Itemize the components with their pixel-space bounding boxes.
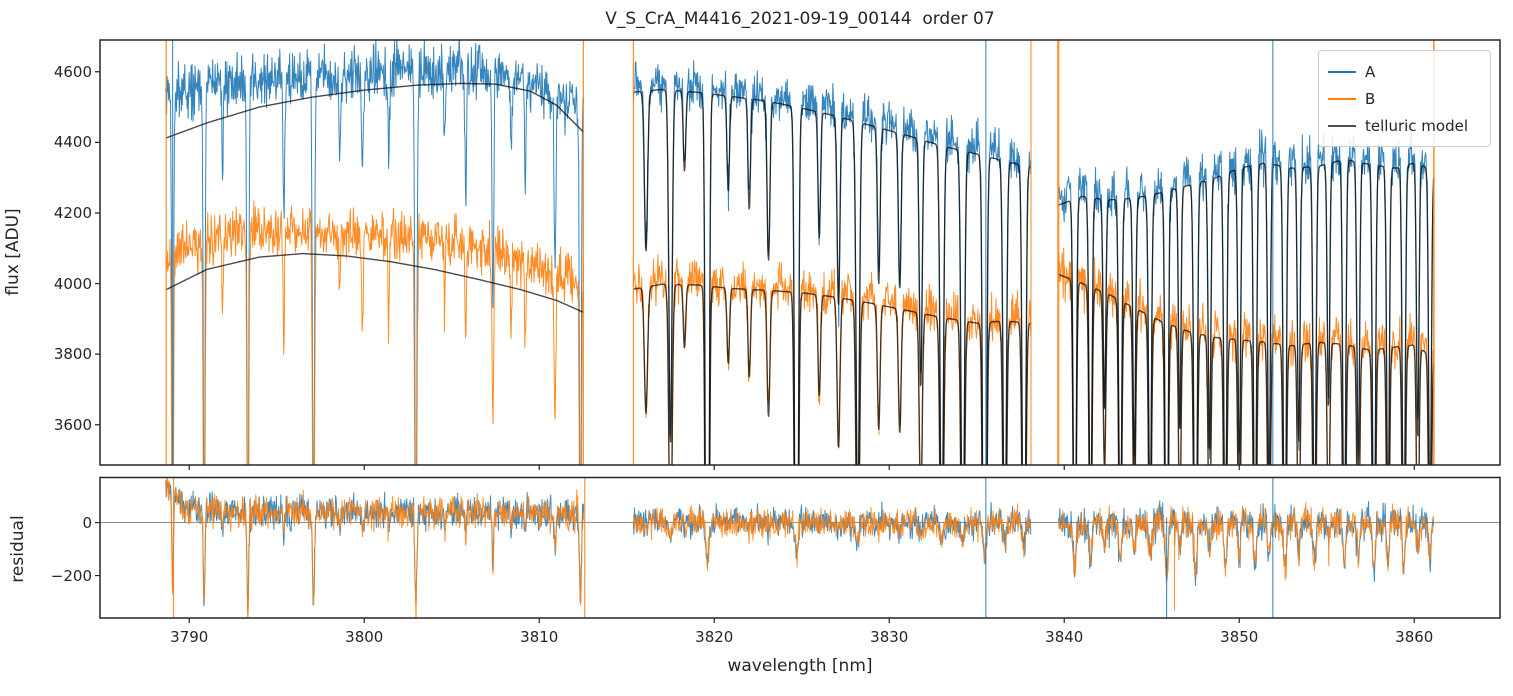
legend-line-b-icon xyxy=(1328,97,1356,100)
legend-item-a: A xyxy=(1328,58,1480,85)
legend-label-b: B xyxy=(1365,89,1376,108)
legend-label-telluric-model: telluric model xyxy=(1365,116,1469,135)
legend-item-telluric-model: telluric model xyxy=(1328,112,1480,139)
legend-item-b: B xyxy=(1328,85,1480,112)
legend-line-telluric-icon xyxy=(1328,124,1356,127)
legend-label-a: A xyxy=(1365,62,1376,81)
legend: A B telluric model xyxy=(1318,50,1491,147)
legend-line-a-icon xyxy=(1328,70,1356,73)
